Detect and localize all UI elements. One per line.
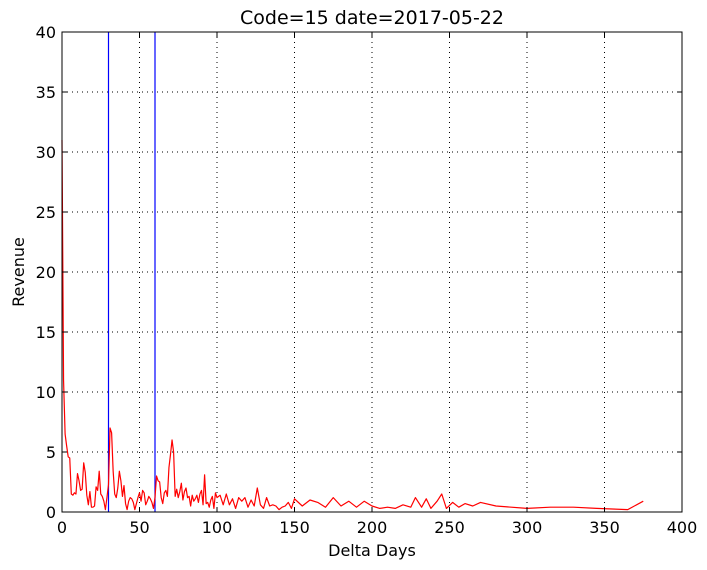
- y-tick-label: 35: [36, 83, 56, 102]
- x-axis-label: Delta Days: [328, 541, 416, 560]
- series-layer: [61, 139, 644, 511]
- x-tick-label: 0: [57, 518, 67, 537]
- y-tick-label: 40: [36, 23, 56, 42]
- x-tick-label: 100: [202, 518, 233, 537]
- y-tick-label: 5: [46, 443, 56, 462]
- x-tick-label: 50: [129, 518, 149, 537]
- x-tick-label: 250: [434, 518, 465, 537]
- x-tick-label: 400: [667, 518, 698, 537]
- x-axis: 0 50 100 150 200 250 300 350 400: [57, 32, 697, 537]
- y-tick-label: 0: [46, 503, 56, 522]
- reference-lines: [107, 32, 156, 512]
- series-line: [61, 139, 644, 511]
- x-tick-label: 200: [357, 518, 388, 537]
- y-axis: 0 5 10 15 20 25 30 35 40: [36, 23, 682, 522]
- x-tick-label: 350: [589, 518, 620, 537]
- y-axis-label: Revenue: [9, 237, 28, 307]
- y-tick-label: 15: [36, 323, 56, 342]
- x-tick-label: 300: [512, 518, 543, 537]
- y-tick-label: 20: [36, 263, 56, 282]
- y-tick-label: 30: [36, 143, 56, 162]
- chart-title: Code=15 date=2017-05-22: [240, 7, 504, 29]
- y-tick-label: 25: [36, 203, 56, 222]
- y-tick-label: 10: [36, 383, 56, 402]
- x-tick-label: 150: [279, 518, 310, 537]
